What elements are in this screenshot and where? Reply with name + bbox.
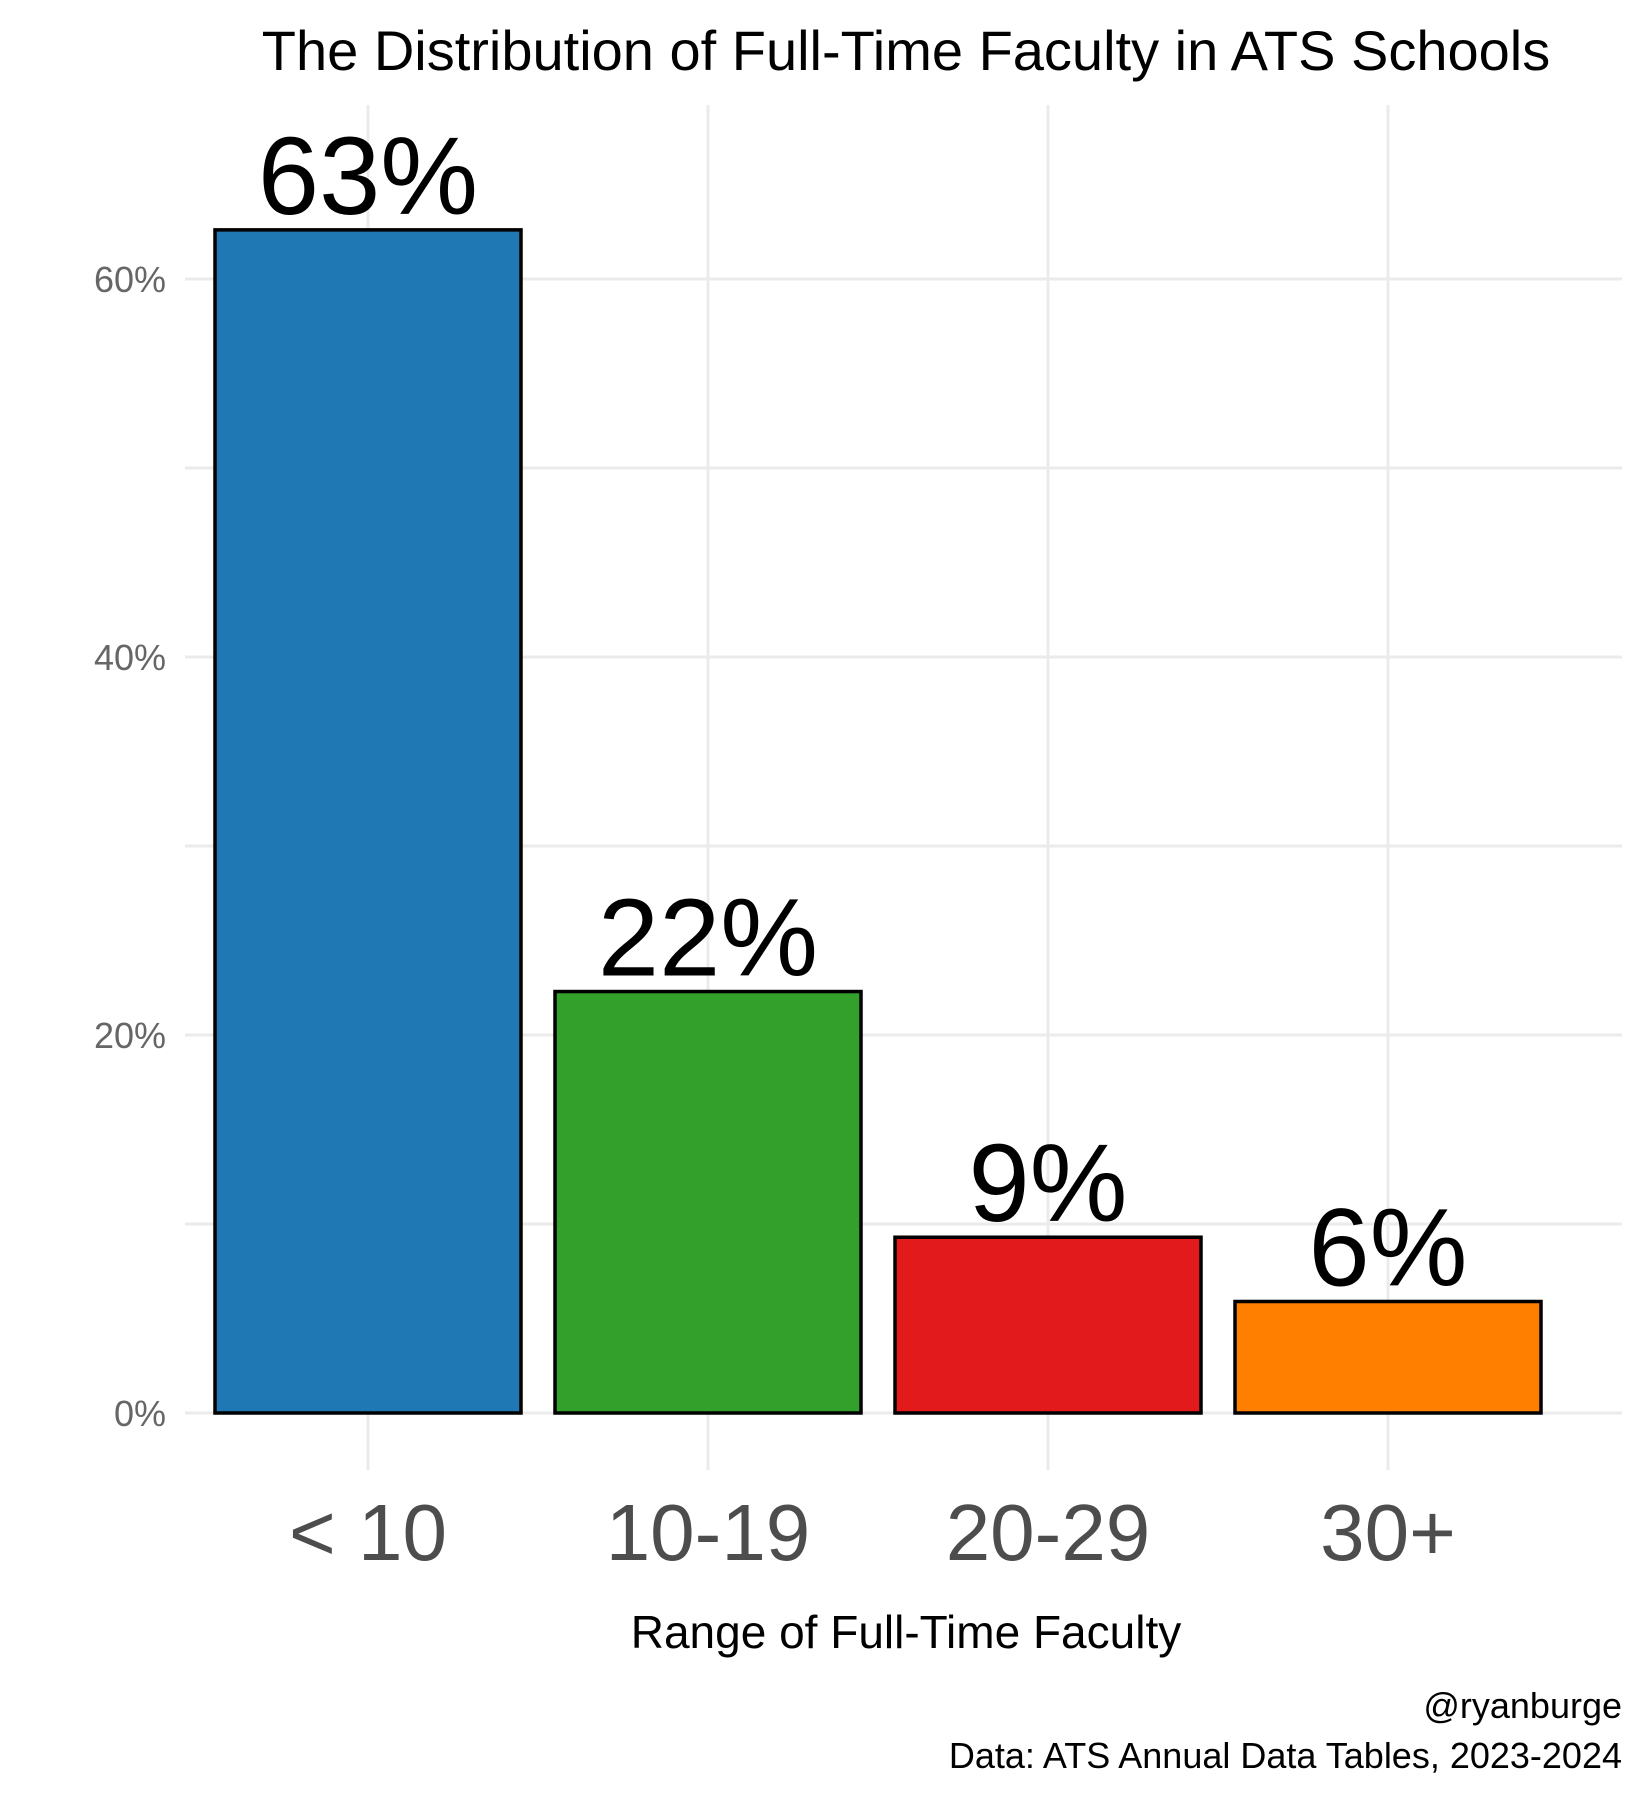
y-tick-label: 20% [94, 1015, 166, 1056]
x-tick-label: 30+ [1320, 1488, 1456, 1577]
data-label: 6% [1309, 1186, 1468, 1309]
x-tick-label: 10-19 [606, 1488, 811, 1577]
bar [213, 228, 523, 1415]
data-label: 22% [598, 877, 818, 1000]
caption-source: Data: ATS Annual Data Tables, 2023-2024 [949, 1735, 1622, 1776]
y-tick-label: 40% [94, 637, 166, 678]
data-label: 9% [969, 1122, 1128, 1245]
data-label: 63% [258, 115, 478, 238]
bar [893, 1235, 1203, 1415]
bar [553, 989, 863, 1415]
y-axis-ticks: 0% 20% 40% 60% [94, 259, 166, 1434]
x-tick-label: 20-29 [946, 1488, 1151, 1577]
y-tick-label: 60% [94, 259, 166, 300]
x-axis-label: Range of Full-Time Faculty [631, 1606, 1181, 1658]
x-tick-label: < 10 [289, 1488, 447, 1577]
caption-handle: @ryanburge [1423, 1685, 1622, 1726]
x-axis-ticks: < 10 10-19 20-29 30+ [289, 1488, 1456, 1577]
y-tick-label: 0% [114, 1393, 166, 1434]
chart-title: The Distribution of Full-Time Faculty in… [262, 19, 1550, 82]
bars [213, 228, 1543, 1415]
data-labels: 63% 22% 9% 6% [258, 115, 1468, 1310]
bar [1233, 1299, 1543, 1415]
